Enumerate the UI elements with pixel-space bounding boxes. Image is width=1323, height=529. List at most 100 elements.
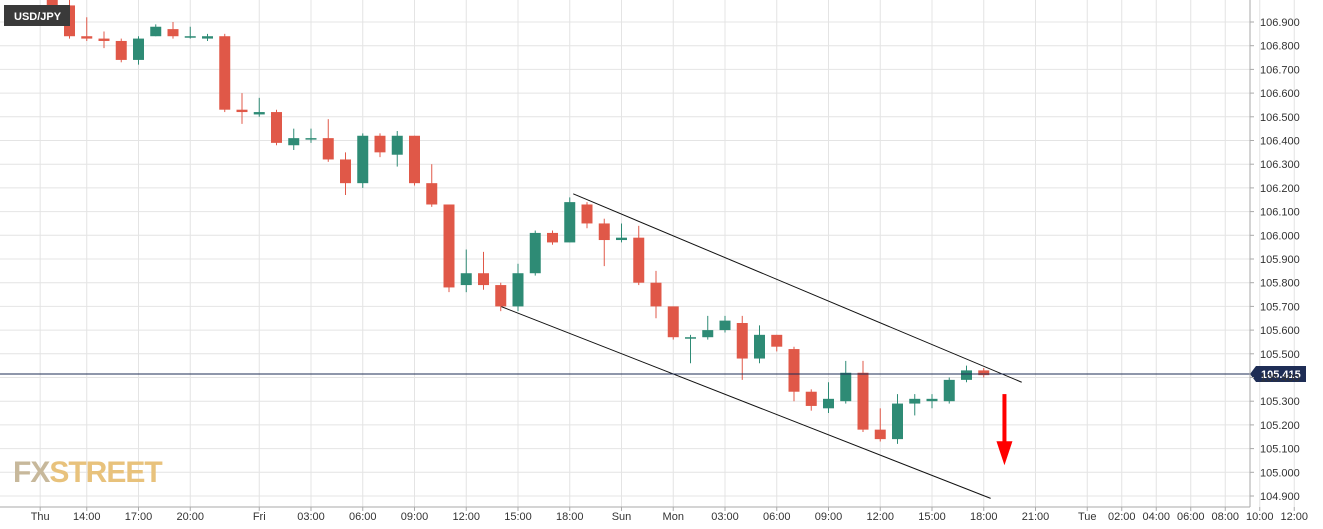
x-tick-label: 15:00: [918, 511, 946, 523]
x-tick-label: Tue: [1078, 511, 1097, 523]
candle-body: [633, 237, 645, 283]
candle: [271, 109, 282, 146]
candle-body: [271, 112, 282, 143]
x-tick-label: 10:00: [1246, 511, 1274, 523]
symbol-label: USD/JPY: [4, 5, 70, 26]
candle-body: [374, 135, 386, 153]
candle-body: [961, 370, 972, 380]
candle-body: [98, 38, 110, 41]
candle-body: [616, 237, 627, 241]
candle-body: [391, 135, 403, 155]
candle: [805, 389, 817, 411]
candle: [685, 334, 696, 364]
candle: [529, 230, 541, 276]
candle-body: [115, 40, 127, 60]
candle-body: [305, 138, 317, 140]
candle: [978, 368, 990, 378]
current-price-tag: [1250, 365, 1306, 382]
arrow-head: [996, 441, 1013, 466]
candle-body: [529, 232, 541, 274]
candle: [512, 263, 524, 312]
candle: [391, 131, 403, 167]
candle: [426, 164, 438, 207]
x-tick-label: 12:00: [1280, 511, 1308, 523]
x-tick-label: Fri: [253, 511, 266, 523]
axis-layer: 104.900 105.000 105.100 105.200 105.300 105.4…: [0, 0, 1308, 523]
x-tick-label: 06:00: [349, 511, 377, 523]
candle-body: [857, 372, 869, 430]
candle: [443, 204, 455, 293]
candle: [340, 152, 351, 196]
candle: [460, 249, 472, 293]
price-line-layer: 105.415: [0, 365, 1306, 382]
candle-body: [167, 29, 179, 37]
current-price-text: 105.415: [1261, 369, 1301, 381]
candle: [616, 223, 627, 243]
candle-body: [736, 322, 748, 359]
candle: [633, 225, 645, 286]
logo-fx-text: FXSTREET: [13, 456, 162, 489]
candle: [167, 22, 179, 39]
x-tick-label: 21:00: [1022, 511, 1050, 523]
candle-body: [702, 330, 714, 338]
candle: [943, 377, 955, 404]
y-tick-label: 106.700: [1260, 64, 1300, 76]
y-tick-label: 105.800: [1260, 278, 1300, 290]
arrow-shaft: [1002, 394, 1007, 444]
candle-body: [564, 202, 576, 243]
candle: [478, 251, 489, 290]
candle: [857, 360, 869, 433]
candle-body: [978, 370, 990, 376]
down-arrow: [996, 394, 1013, 466]
x-tick-label: 02:00: [1108, 511, 1136, 523]
candle: [702, 315, 714, 340]
x-tick-label: 17:00: [125, 511, 153, 523]
candle-body: [133, 38, 144, 60]
candle: [288, 128, 300, 150]
candle: [840, 360, 852, 404]
candle-body: [719, 320, 731, 331]
candle: [374, 133, 386, 158]
candle: [253, 97, 265, 117]
y-tick-label: 105.400: [1260, 373, 1300, 385]
candle-body: [357, 135, 369, 184]
x-tick-label: 18:00: [556, 511, 584, 523]
candle-body: [771, 334, 783, 347]
candle-body: [874, 429, 886, 440]
candle-body: [943, 379, 955, 402]
candle: [202, 33, 213, 41]
candle-body: [288, 138, 300, 146]
candle-body: [909, 398, 921, 404]
x-tick-label: 14:00: [73, 511, 101, 523]
candle: [98, 31, 110, 49]
y-tick-label: 106.800: [1260, 41, 1300, 53]
candle: [236, 93, 248, 124]
candle: [581, 202, 593, 229]
x-tick-label: 12:00: [866, 511, 894, 523]
x-tick-label: Thu: [31, 511, 50, 523]
candle-body: [823, 398, 834, 409]
candle: [219, 33, 231, 113]
candle-body: [667, 306, 679, 338]
candle-body: [219, 36, 231, 110]
candle: [564, 197, 576, 243]
candle-body: [512, 273, 524, 307]
candle: [115, 38, 127, 63]
candle-body: [426, 183, 438, 205]
candle: [874, 408, 886, 442]
x-tick-label: 06:00: [763, 511, 791, 523]
candle-body: [598, 223, 610, 241]
candle: [357, 133, 369, 188]
x-tick-label: 20:00: [176, 511, 204, 523]
y-tick-label: 106.200: [1260, 183, 1300, 195]
x-tick-label: 09:00: [815, 511, 843, 523]
candle: [409, 135, 420, 186]
candle-body: [547, 232, 558, 243]
candle-body: [409, 135, 420, 184]
y-tick-label: 106.300: [1260, 159, 1300, 171]
trendline-layer: [500, 193, 1022, 499]
x-tick-label: Mon: [663, 511, 684, 523]
candle: [736, 315, 748, 380]
